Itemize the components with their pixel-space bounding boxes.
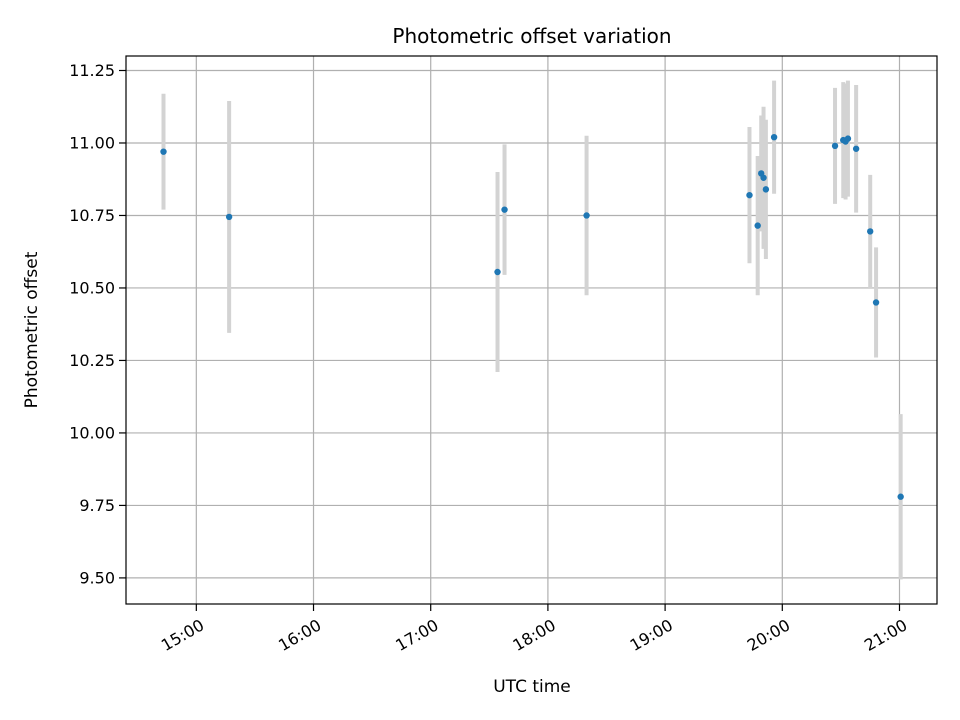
y-axis: 9.50 9.75 10.00 10.25 10.50 10.75 11.00 11.25 <box>69 61 126 587</box>
data-point <box>852 145 860 152</box>
y-tick-label: 10.25 <box>69 351 115 370</box>
data-point <box>225 213 233 221</box>
data-point <box>866 228 874 235</box>
data-point <box>831 142 839 150</box>
data-points <box>160 133 904 500</box>
x-axis-label: UTC time <box>493 677 571 697</box>
y-tick-label: 9.50 <box>79 568 115 587</box>
data-point <box>160 148 167 155</box>
data-point <box>501 206 508 213</box>
plot-frame <box>125 55 938 605</box>
data-point <box>872 299 880 306</box>
y-tick-label: 11.00 <box>69 133 115 152</box>
data-point <box>844 135 852 142</box>
y-axis-label: Photometric offset <box>22 251 42 408</box>
y-tick-label: 11.25 <box>69 61 115 80</box>
data-point <box>760 174 767 181</box>
data-point <box>770 133 778 141</box>
y-tick-label: 10.00 <box>69 423 115 442</box>
data-point <box>583 212 590 219</box>
data-point <box>754 222 761 229</box>
data-point <box>897 493 904 500</box>
data-point <box>746 191 753 199</box>
data-point <box>762 186 770 193</box>
y-tick-label: 9.75 <box>79 496 115 515</box>
chart-title: Photometric offset variation <box>392 24 671 48</box>
data-point <box>494 268 501 276</box>
y-tick-label: 10.75 <box>69 206 115 225</box>
grid <box>126 56 937 604</box>
y-tick-label: 10.50 <box>69 278 115 297</box>
